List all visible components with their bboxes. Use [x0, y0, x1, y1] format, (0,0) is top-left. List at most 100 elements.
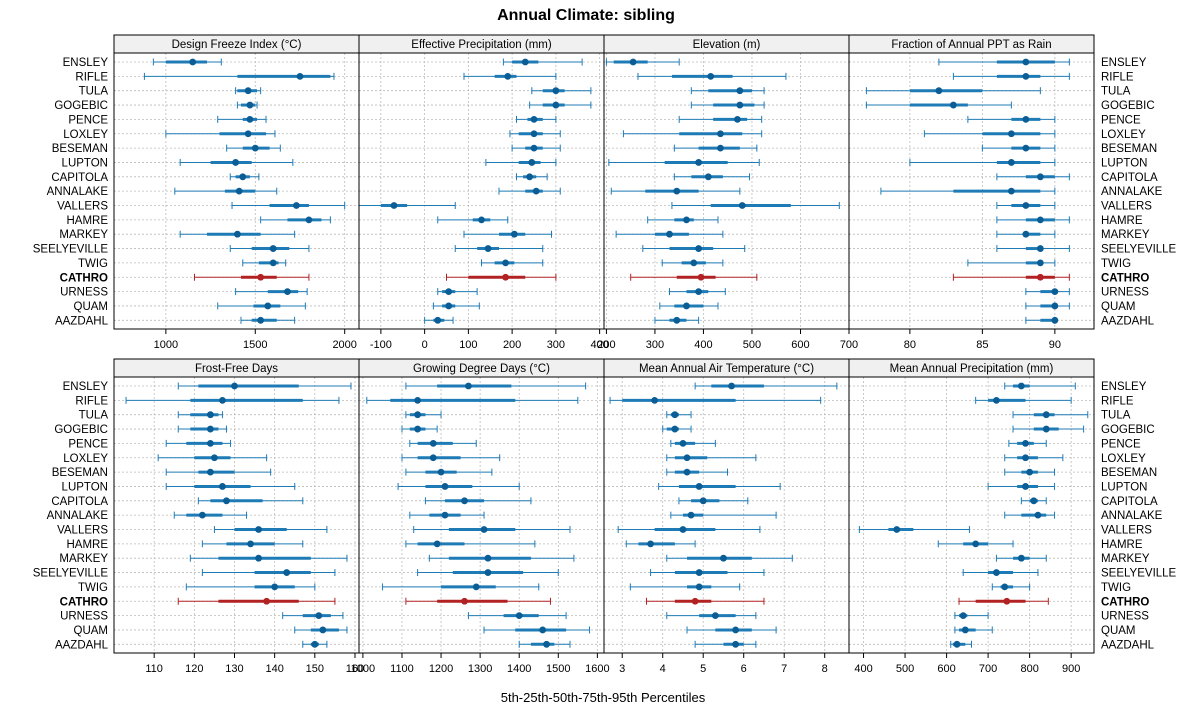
median-point: [315, 612, 323, 619]
x-tick-label: 1200: [429, 663, 453, 675]
median-point: [526, 173, 534, 181]
site-label-right: GOGEBIC: [1101, 100, 1155, 112]
x-tick-label: 85: [976, 339, 988, 351]
x-tick-label: 400: [590, 339, 608, 351]
panel-title: Effective Precipitation (mm): [411, 39, 552, 51]
median-point: [1022, 58, 1030, 66]
median-point: [1017, 554, 1025, 562]
median-point: [695, 583, 703, 591]
median-point: [296, 72, 304, 80]
site-label-left: LUPTON: [62, 157, 108, 169]
median-point: [679, 526, 687, 533]
site-label-right: PENCE: [1101, 114, 1141, 126]
median-point: [993, 396, 1000, 404]
median-point: [480, 526, 488, 533]
panel-3: Elevation (m) 200 300 400 500 600 700: [597, 34, 858, 351]
x-tick-label: 500: [896, 663, 914, 675]
site-label-left: RIFLE: [75, 71, 108, 83]
median-point: [1001, 583, 1009, 591]
median-point: [223, 497, 230, 505]
panel-title: Mean Annual Air Temperature (°C): [639, 363, 814, 375]
site-label-right: QUAM: [1101, 301, 1136, 313]
median-point: [232, 159, 240, 166]
median-point: [1026, 468, 1034, 476]
median-point: [1007, 130, 1015, 138]
x-tick-label: 150: [306, 663, 324, 675]
median-point: [235, 187, 243, 195]
site-label-left: URNESS: [60, 611, 108, 623]
median-point: [1036, 245, 1044, 252]
site-label-left: AAZDAHL: [55, 315, 109, 327]
median-point: [441, 511, 449, 519]
median-point: [1022, 116, 1030, 123]
median-point: [1022, 72, 1030, 80]
median-point: [666, 230, 673, 238]
median-point: [695, 483, 703, 490]
chart-title: Annual Climate: sibling: [497, 7, 675, 24]
x-tick-label: 3: [619, 663, 625, 675]
median-point: [1036, 173, 1044, 181]
panel-4: Fraction of Annual PPT as Rain 80 85 90: [848, 34, 1095, 351]
x-tick-label: 120: [185, 663, 203, 675]
median-point: [189, 58, 197, 66]
median-point: [271, 583, 279, 591]
panel-5: Frost-Free Days 110 120 130 140 150 160: [113, 358, 364, 675]
median-point: [720, 554, 727, 562]
median-point: [671, 411, 679, 419]
site-label-right: SEELYEVILLE: [1101, 568, 1177, 580]
median-point: [1036, 216, 1044, 224]
x-tick-label: 110: [145, 663, 163, 675]
median-point: [949, 101, 957, 109]
x-axis-label: 5th-25th-50th-75th-95th Percentiles: [501, 690, 706, 705]
site-label-right: TULA: [1101, 410, 1131, 422]
x-tick-label: 1500: [243, 339, 267, 351]
site-label-right: SEELYEVILLE: [1101, 244, 1177, 256]
median-point: [1022, 483, 1029, 490]
median-point: [695, 569, 703, 576]
site-label-left: RIFLE: [75, 395, 108, 407]
median-point: [893, 526, 901, 533]
median-point: [717, 130, 724, 138]
x-tick-label: 800: [1020, 663, 1038, 675]
median-point: [206, 425, 214, 433]
median-point: [738, 202, 746, 209]
site-label-right: LUPTON: [1101, 481, 1147, 493]
median-point: [484, 569, 492, 576]
median-point: [683, 302, 690, 310]
median-point: [1017, 382, 1025, 390]
site-label-left: CATHRO: [60, 272, 108, 284]
panel-title: Mean Annual Precipitation (mm): [890, 363, 1054, 375]
median-point: [244, 87, 252, 95]
median-point: [1034, 511, 1042, 519]
median-point: [953, 640, 961, 648]
site-label-right: TWIG: [1101, 258, 1131, 270]
site-label-left: PENCE: [68, 438, 108, 450]
median-point: [255, 526, 262, 533]
x-tick-label: 160: [346, 663, 364, 675]
site-label-left: QUAM: [74, 625, 109, 637]
site-label-left: LOXLEY: [63, 129, 108, 141]
median-point: [269, 259, 277, 267]
x-tick-label: 80: [904, 339, 916, 351]
median-point: [959, 612, 967, 619]
x-tick-label: 700: [840, 339, 858, 351]
median-point: [679, 440, 687, 447]
median-point: [683, 468, 691, 476]
median-point: [246, 101, 254, 109]
median-point: [1042, 425, 1050, 433]
x-tick-label: 300: [547, 339, 565, 351]
median-point: [673, 187, 681, 195]
site-label-right: BESEMAN: [1101, 467, 1157, 479]
median-point: [219, 396, 226, 404]
median-point: [651, 396, 659, 404]
x-tick-label: 600: [937, 663, 955, 675]
median-point: [552, 101, 560, 109]
site-label-right: ENSLEY: [1101, 381, 1147, 393]
panel-title: Design Freeze Index (°C): [172, 39, 302, 51]
site-label-left: QUAM: [74, 301, 109, 313]
x-tick-label: 400: [854, 663, 872, 675]
median-point: [206, 468, 214, 476]
site-label-right: LUPTON: [1101, 157, 1147, 169]
median-point: [239, 173, 247, 181]
